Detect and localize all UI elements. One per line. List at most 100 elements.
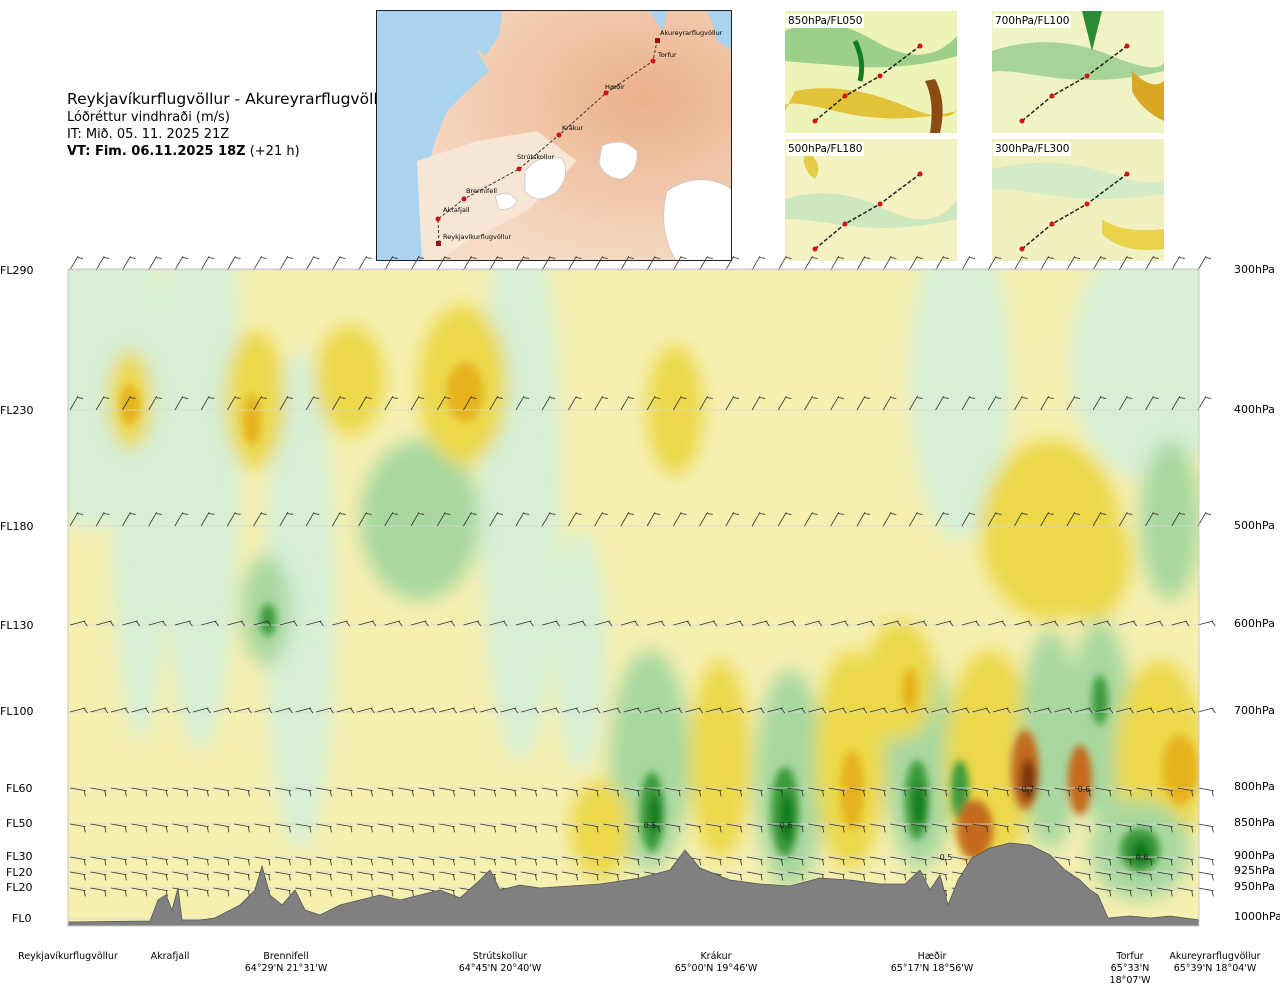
wind-barb [746,823,763,833]
wind-barb [777,255,792,271]
wind-barb [726,856,743,866]
wind-barb [856,255,871,271]
wind-barb [623,823,640,833]
field-core [447,362,483,422]
wind-barb [110,787,127,797]
wind-barb [227,395,241,411]
wind-barb [295,707,314,714]
field-core [120,385,140,425]
pressure-label: 800hPa [1234,780,1275,793]
field-core [780,793,794,843]
wind-barb [1136,787,1153,797]
field-patch [480,269,560,760]
wind-barb [1136,707,1155,714]
wind-barb [358,620,377,627]
wind-barb [828,707,847,714]
wind-barb [213,887,230,897]
wind-barb [1054,823,1071,833]
pressure-label: 900hPa [1234,849,1275,862]
wind-barb [961,395,976,411]
wind-barb [620,620,639,627]
wind-barb [122,620,141,627]
wind-barb [418,787,435,797]
wind-barb [1066,395,1081,411]
wind-barb [201,620,219,627]
wind-barb [122,255,136,271]
level-map-image [992,11,1164,133]
wind-barb [1177,823,1194,833]
wind-barb [172,707,191,714]
wind-barb [316,871,332,881]
wind-barb [1145,255,1159,271]
wind-barb [828,856,845,866]
location-coord: 65°17'N 18°56'W [890,963,974,974]
field-core [1020,758,1036,802]
wind-barb [972,707,991,714]
wind-barb [131,823,148,833]
wind-barb [1177,856,1194,866]
location-name: Torfur [1116,951,1144,962]
location-coord: 65°00'N 19°46'W [674,963,758,974]
wind-barb [151,823,168,833]
fl-label: FL20 [6,881,33,894]
wind-barb [767,823,784,833]
wind-barb [295,823,312,833]
wind-barb [594,620,613,627]
wind-barb [1092,620,1111,627]
wind-barb [1092,255,1107,271]
waypoint-label: Akureyrarflugvöllur [660,29,723,37]
wind-barb [890,787,907,797]
wind-barb [582,823,599,833]
wind-barb [562,823,579,833]
wind-barb [1177,871,1194,881]
wind-barb [357,887,373,897]
wind-barb [830,255,844,271]
wind-barb [489,395,503,411]
wind-barb [849,823,866,833]
location-label: Torfur 65°33'N 18°07'W [1104,951,1156,987]
wind-barb [726,787,743,797]
wind-barb [931,856,948,866]
field-core [1162,735,1198,805]
wind-barb [515,395,530,411]
wind-barb [972,787,989,797]
wind-barb [172,823,189,833]
field-patch [1070,269,1199,480]
wind-barb [336,787,353,797]
wind-barb [122,511,136,527]
wind-barb [436,511,451,527]
wind-barb [830,620,849,627]
wind-barb [1156,707,1175,714]
wind-barb [828,787,845,797]
wind-barb [489,255,503,271]
level-map-700: 700hPa/FL100 [992,11,1164,133]
wind-barb [377,871,394,881]
wind-barb [751,255,766,271]
wind-barb [582,707,601,714]
wind-barb [316,707,334,714]
wind-barb [705,707,724,714]
waypoint-label: Strútskollur [517,153,555,161]
wind-barb [726,871,743,881]
wind-barb [500,823,517,833]
wind-barb [961,255,976,271]
wind-barb [331,255,346,271]
wind-barb [1074,856,1091,866]
wind-barb [336,856,353,866]
wind-barb [192,787,209,797]
wind-barb [1197,856,1214,866]
field-core [1068,745,1092,815]
wind-barb [69,823,86,833]
wind-barb [172,871,189,881]
wind-barb [804,620,823,627]
wind-barb [316,887,332,897]
wind-barb [1066,511,1081,527]
wind-barb [603,787,620,797]
wind-barb [254,707,273,714]
pressure-label: 925hPa [1234,864,1275,877]
wind-barb [808,856,825,866]
wind-barb [787,823,804,833]
field-core [840,750,864,830]
fl-label: FL20 [6,866,33,879]
level-map-label: 700hPa/FL100 [993,14,1072,28]
